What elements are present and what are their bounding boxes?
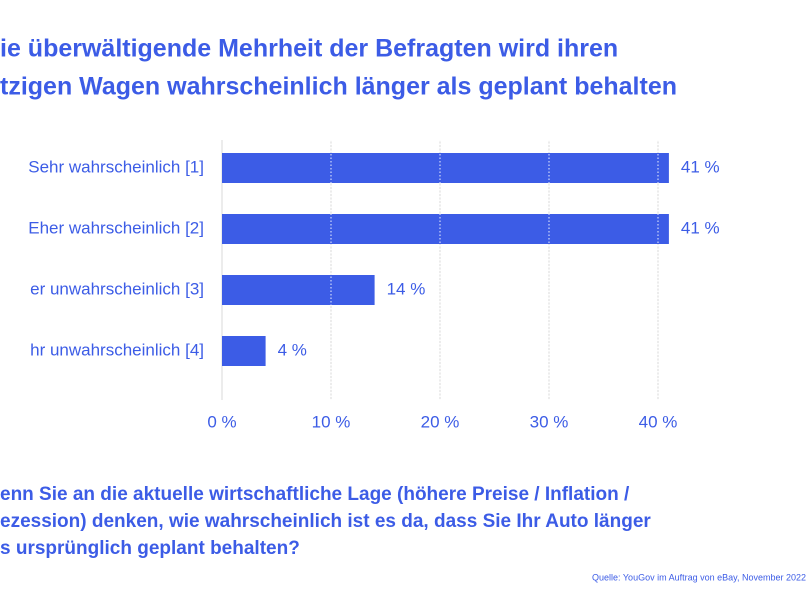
question: ezession) denken, wie wahrscheinlich ist… xyxy=(0,511,651,532)
bar xyxy=(222,336,266,366)
bar xyxy=(222,153,669,183)
value-label: 14 % xyxy=(387,279,426,298)
x-tick-label: 20 % xyxy=(421,412,460,431)
x-tick-label: 30 % xyxy=(530,412,569,431)
source: Quelle: YouGov im Auftrag von eBay, Nove… xyxy=(592,572,806,582)
question: enn Sie an die aktuelle wirtschaftliche … xyxy=(0,484,630,505)
y-tick-label: er unwahrscheinlich [3] xyxy=(30,279,204,298)
bar xyxy=(222,214,669,244)
question: s ursprünglich geplant behalten? xyxy=(0,538,300,559)
value-label: 41 % xyxy=(681,218,720,237)
chart-title: ie überwältigende Mehrheit der Befragten… xyxy=(0,35,618,63)
x-tick-label: 40 % xyxy=(639,412,678,431)
x-tick-label: 10 % xyxy=(312,412,351,431)
y-tick-label: hr unwahrscheinlich [4] xyxy=(30,340,204,359)
value-label: 4 % xyxy=(278,340,307,359)
y-tick-label: Sehr wahrscheinlich [1] xyxy=(28,157,204,176)
y-tick-label: Eher wahrscheinlich [2] xyxy=(28,218,204,237)
bar xyxy=(222,275,375,305)
x-tick-label: 0 % xyxy=(207,412,236,431)
value-label: 41 % xyxy=(681,157,720,176)
chart-title: tzigen Wagen wahrscheinlich länger als g… xyxy=(0,73,677,101)
